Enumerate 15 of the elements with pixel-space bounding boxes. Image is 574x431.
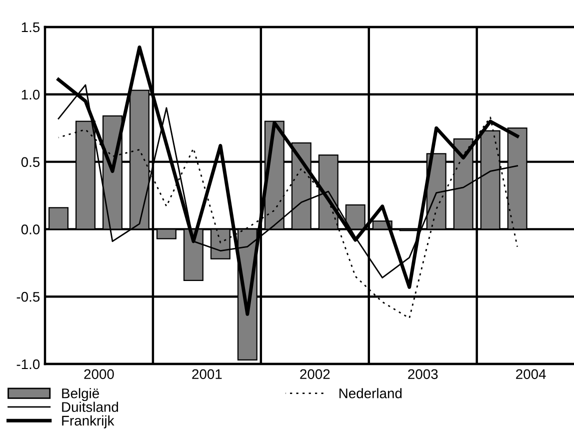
y-tick-label: 1.5 [22, 22, 40, 32]
y-tick-label: 0.0 [21, 224, 40, 234]
legend-label: Duitsland [62, 402, 118, 412]
x-tick-label: 2003 [408, 369, 438, 380]
y-tick-label: -0.5 [16, 292, 40, 302]
y-tick-label: -1.0 [16, 359, 40, 370]
legend-label: België [62, 388, 100, 402]
legend-label: Frankrijk [62, 415, 114, 428]
x-tick-label: 2004 [516, 369, 546, 380]
x-tick-label: 2000 [84, 369, 114, 380]
x-tick-label: 2002 [300, 369, 330, 380]
legend-label: Nederland [339, 388, 402, 398]
y-tick-label: 0.5 [21, 157, 40, 167]
y-tick-label: 1.0 [22, 90, 40, 100]
x-tick-label: 2001 [192, 369, 222, 380]
